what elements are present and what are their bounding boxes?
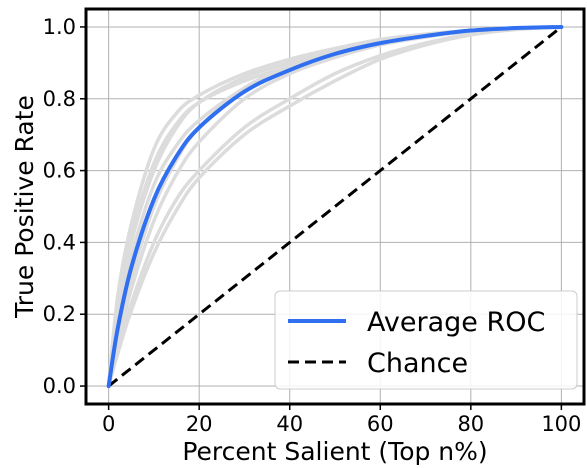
x-tick-label: 20 (186, 412, 213, 436)
y-tick-label: 1.0 (43, 15, 76, 39)
chance-line (107, 25, 563, 388)
y-tick-label: 0.2 (43, 302, 76, 326)
x-tick-label: 100 (541, 412, 581, 436)
average-roc-line (106, 24, 564, 389)
x-axis-label: Percent Salient (Top n%) (182, 437, 487, 466)
series-lines (106, 24, 564, 389)
y-axis-label: True Positive Rate (10, 95, 39, 319)
x-tick-label: 60 (367, 412, 394, 436)
x-tick-label: 80 (457, 412, 484, 436)
y-tick-label: 0.8 (43, 87, 76, 111)
legend-box (274, 290, 578, 390)
individual-roc-curve (106, 25, 564, 388)
x-tick-label: 40 (276, 412, 303, 436)
y-tick-label: 0.0 (43, 374, 76, 398)
x-tick-label: 0 (102, 412, 115, 436)
plot-frame (84, 7, 586, 406)
y-tick-label: 0.4 (43, 230, 76, 254)
legend-label-chance: Chance (367, 348, 468, 379)
legend-label-average-roc: Average ROC (367, 307, 545, 338)
tick-marks (80, 26, 563, 410)
legend: Average ROC Chance (274, 290, 578, 390)
y-tick-label: 0.6 (43, 159, 76, 183)
